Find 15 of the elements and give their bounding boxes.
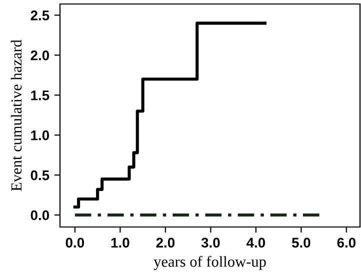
y-tick-label: 1.5 [31,90,50,100]
x-tick-label: 5.0 [292,238,310,248]
y-axis-title: Event cumulative hazard [10,40,22,191]
y-tick-label: 1.0 [31,130,50,140]
y-tick-label: 2.5 [30,10,50,20]
x-tick-label: 3.0 [201,238,220,248]
x-tick-label: 2.0 [156,238,175,248]
x-axis-title: years of follow-up [154,256,266,270]
x-tick-label: 0.0 [66,238,84,248]
x-tick-label: 1.0 [111,238,130,248]
y-tick-label: 2.0 [30,50,50,60]
y-tick-label: 0.0 [30,210,50,220]
x-tick-label: 4.0 [246,238,266,248]
y-tick-label: 0.5 [30,170,50,180]
x-tick-label: 6.0 [337,238,356,248]
